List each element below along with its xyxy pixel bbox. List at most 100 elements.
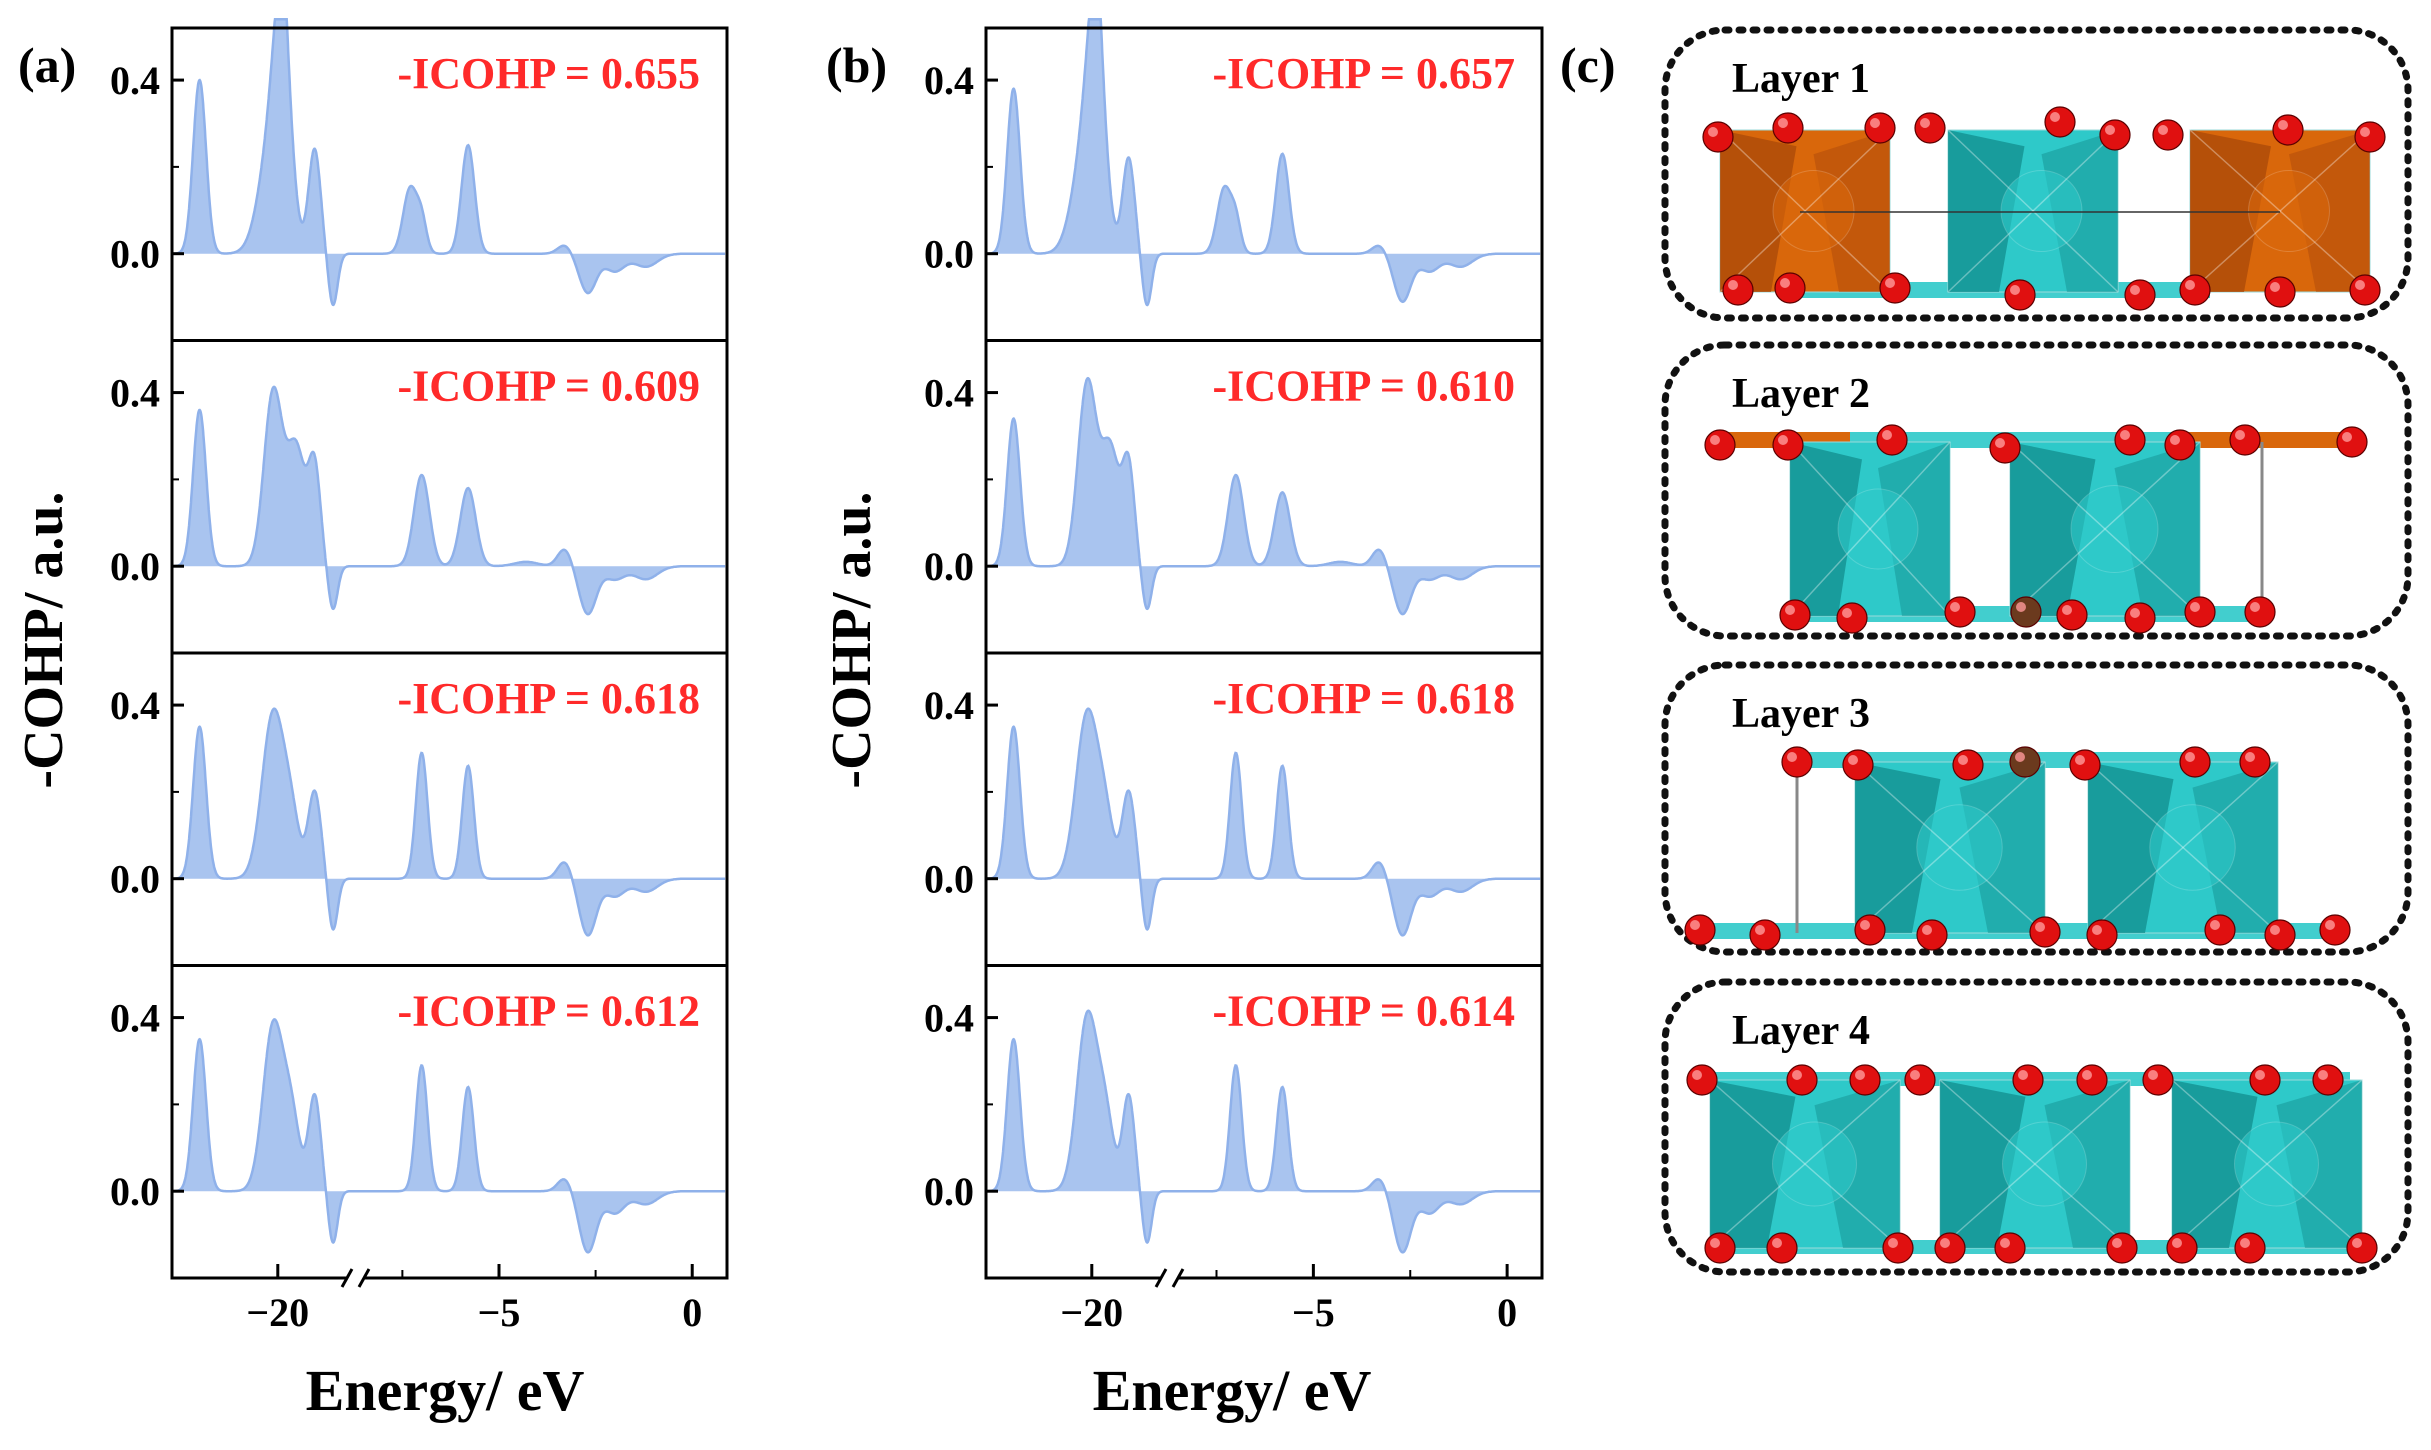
atom-highlight bbox=[2190, 602, 2200, 612]
icohp-label: -ICOHP = 0.657 bbox=[1212, 49, 1515, 98]
oxygen-atom bbox=[2244, 596, 2276, 628]
layer-2-frame bbox=[1661, 341, 2412, 640]
y-tick-label: 0.4 bbox=[110, 371, 160, 416]
layer2-cyan-octahedron-center-atom bbox=[1837, 488, 1919, 570]
oxygen-atom bbox=[1722, 274, 1754, 306]
atom-highlight bbox=[2355, 280, 2365, 290]
layer2-orange-edge bbox=[2178, 432, 2358, 448]
oxygen-atom bbox=[2086, 919, 2118, 951]
layer1-orange-octahedron-edge bbox=[1719, 129, 1891, 293]
oxygen-atom bbox=[2124, 602, 2156, 634]
layer3-cyan-octahedron-edge bbox=[2087, 761, 2279, 934]
layer3-cyan-octahedron-shade bbox=[2088, 762, 2174, 933]
atom-highlight bbox=[1692, 1070, 1702, 1080]
layer2-cyan-octahedron-edge bbox=[2009, 441, 2201, 617]
layer4-cyan-octahedron-edge bbox=[2171, 1079, 2363, 1249]
atom-highlight bbox=[2240, 1238, 2250, 1248]
panel-b-label: (b) bbox=[826, 37, 887, 93]
oxygen-atom bbox=[2354, 121, 2386, 153]
atom-highlight bbox=[1885, 278, 1895, 288]
cohp-series-b4-right-area bbox=[1170, 1065, 1541, 1253]
y-tick-label: 0.4 bbox=[924, 683, 974, 728]
layer2-cyan-octahedron bbox=[1789, 441, 1951, 617]
icohp-label: -ICOHP = 0.614 bbox=[1212, 987, 1515, 1036]
atom-highlight bbox=[2015, 752, 2025, 762]
oxygen-atom bbox=[2234, 1232, 2266, 1264]
oxygen-atom bbox=[1684, 914, 1716, 946]
icohp-label: -ICOHP = 0.612 bbox=[397, 987, 700, 1036]
axis-break-gap bbox=[1162, 1272, 1178, 1284]
layer-2-label: Layer 2 bbox=[1732, 371, 1870, 417]
icohp-label: -ICOHP = 0.610 bbox=[1212, 362, 1515, 411]
layer4-cyan-octahedron-center-atom bbox=[1772, 1121, 1857, 1207]
layer4-cyan-octahedron-shade bbox=[2044, 1080, 2130, 1248]
layer4-cyan-octahedron-shade bbox=[2172, 1080, 2258, 1248]
layer4-cyan-octahedron bbox=[2171, 1079, 2363, 1249]
axis-break-mark bbox=[357, 1268, 371, 1288]
oxygen-atom bbox=[1989, 432, 2021, 464]
cohp-series-a4-right-area bbox=[356, 1065, 726, 1253]
oxygen-atom bbox=[2076, 1064, 2108, 1096]
layer1-orange-octahedron bbox=[2189, 129, 2371, 293]
y-tick-label: 0.4 bbox=[110, 58, 160, 103]
oxygen-atom bbox=[2164, 429, 2196, 461]
oxygen-atom bbox=[2312, 1064, 2344, 1096]
atom-highlight bbox=[2325, 920, 2335, 930]
oxygen-atom bbox=[1914, 112, 1946, 144]
atom-highlight bbox=[2342, 432, 2352, 442]
oxygen-atom bbox=[2264, 919, 2296, 951]
oxygen-atom bbox=[1944, 596, 1976, 628]
layer2-cyan-octahedron-shade bbox=[1790, 442, 1862, 616]
x-axis-label-b: Energy/ eV bbox=[1093, 1358, 1372, 1423]
oxygen-atom bbox=[2152, 119, 2184, 151]
oxygen-atom bbox=[2229, 424, 2261, 456]
layer-1-label: Layer 1 bbox=[1732, 56, 1870, 102]
layer4-cyan-octahedron-shade bbox=[1814, 1080, 1900, 1248]
atom-highlight bbox=[2235, 430, 2245, 440]
atom-highlight bbox=[2255, 1070, 2265, 1080]
oxygen-atom bbox=[1779, 599, 1811, 631]
subplot-frame bbox=[984, 964, 1544, 1280]
oxygen-atom bbox=[2142, 1064, 2174, 1096]
cohp-series-b2-right-line bbox=[1170, 473, 1541, 616]
oxygen-atom bbox=[1774, 272, 1806, 304]
layer1-cyan-octahedron bbox=[1947, 129, 2119, 293]
atom-highlight bbox=[2035, 922, 2045, 932]
oxygen-atom bbox=[1849, 1064, 1881, 1096]
y-tick-label: 0.0 bbox=[110, 857, 160, 902]
icohp-label: -ICOHP = 0.609 bbox=[397, 362, 700, 411]
layer1-orange-octahedron-shade bbox=[1720, 130, 1797, 292]
atom-highlight bbox=[1755, 925, 1765, 935]
axis-break-mark bbox=[340, 1268, 354, 1288]
layer2-cyan-octahedron-center-atom bbox=[2070, 485, 2159, 573]
layer2-cyan-octahedron-edge bbox=[1789, 441, 1951, 617]
subplot-frame bbox=[170, 964, 729, 1280]
oxygen-atom bbox=[1772, 429, 1804, 461]
oxygen-atom bbox=[1781, 746, 1813, 778]
oxygen-atom bbox=[1854, 914, 1886, 946]
layer2-cyan-octahedron bbox=[2009, 441, 2201, 617]
oxygen-atom bbox=[2184, 596, 2216, 628]
oxygen-atom bbox=[2010, 596, 2042, 628]
oxygen-atom bbox=[2069, 749, 2101, 781]
atom-highlight bbox=[1728, 280, 1738, 290]
cohp-series-b3-left-area bbox=[988, 708, 1170, 930]
atom-highlight bbox=[1920, 118, 1930, 128]
cohp-series-a1-right-line bbox=[356, 143, 726, 295]
oxygen-atom bbox=[1882, 1232, 1914, 1264]
atom-highlight bbox=[1690, 920, 1700, 930]
oxygen-atom bbox=[2029, 916, 2061, 948]
icohp-label: -ICOHP = 0.655 bbox=[397, 49, 700, 98]
y-tick-label: 0.0 bbox=[110, 232, 160, 277]
atom-highlight bbox=[1792, 1070, 1802, 1080]
oxygen-atom bbox=[1876, 424, 1908, 456]
cohp-series-b4-left-area bbox=[988, 1010, 1170, 1243]
atom-highlight bbox=[1785, 605, 1795, 615]
atom-highlight bbox=[2270, 925, 2280, 935]
oxygen-atom bbox=[1702, 121, 1734, 153]
oxygen-atom bbox=[1916, 919, 1948, 951]
cohp-series-b1-left-area bbox=[988, 19, 1170, 306]
x-tick-label: −20 bbox=[1060, 1290, 1123, 1335]
cohp-series-a2-right-area bbox=[356, 475, 726, 615]
